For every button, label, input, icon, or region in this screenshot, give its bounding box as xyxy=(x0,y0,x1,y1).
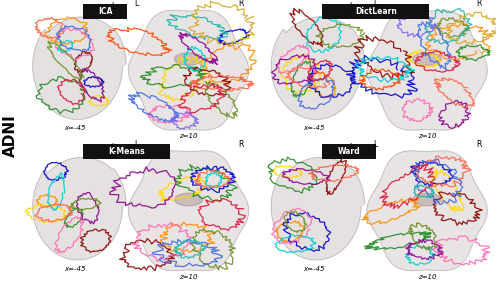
FancyBboxPatch shape xyxy=(322,144,376,160)
Text: ADNI: ADNI xyxy=(2,114,17,157)
Text: L: L xyxy=(111,143,115,152)
Text: DictLearn: DictLearn xyxy=(355,7,396,16)
Polygon shape xyxy=(367,151,487,271)
Text: R: R xyxy=(476,140,482,149)
Text: z=10: z=10 xyxy=(179,274,198,280)
Text: L: L xyxy=(350,143,354,152)
Text: L: L xyxy=(373,140,377,149)
Text: x=-45: x=-45 xyxy=(64,125,86,131)
Polygon shape xyxy=(271,157,365,260)
Text: z=10: z=10 xyxy=(179,133,198,139)
Polygon shape xyxy=(33,157,126,260)
Text: K-Means: K-Means xyxy=(108,147,145,156)
Text: Ward: Ward xyxy=(338,147,361,156)
Polygon shape xyxy=(128,151,249,271)
Text: L: L xyxy=(350,2,354,11)
FancyBboxPatch shape xyxy=(84,144,170,160)
Text: L: L xyxy=(134,0,139,8)
Text: R: R xyxy=(238,140,243,149)
Polygon shape xyxy=(413,53,441,65)
Polygon shape xyxy=(413,193,441,206)
Polygon shape xyxy=(33,17,126,119)
Text: L: L xyxy=(111,2,115,11)
FancyBboxPatch shape xyxy=(84,4,127,19)
Text: L: L xyxy=(134,140,139,149)
Text: L: L xyxy=(373,0,377,8)
Polygon shape xyxy=(271,17,365,119)
Text: x=-45: x=-45 xyxy=(303,266,325,271)
Text: x=-45: x=-45 xyxy=(303,125,325,131)
Polygon shape xyxy=(174,193,203,206)
Text: R: R xyxy=(476,0,482,8)
Text: z=10: z=10 xyxy=(418,274,436,280)
Text: R: R xyxy=(238,0,243,8)
FancyBboxPatch shape xyxy=(322,4,429,19)
Polygon shape xyxy=(367,10,487,130)
Polygon shape xyxy=(128,10,249,130)
Text: ICA: ICA xyxy=(98,7,113,16)
Polygon shape xyxy=(174,53,203,65)
Text: z=10: z=10 xyxy=(418,133,436,139)
Text: x=-45: x=-45 xyxy=(64,266,86,271)
